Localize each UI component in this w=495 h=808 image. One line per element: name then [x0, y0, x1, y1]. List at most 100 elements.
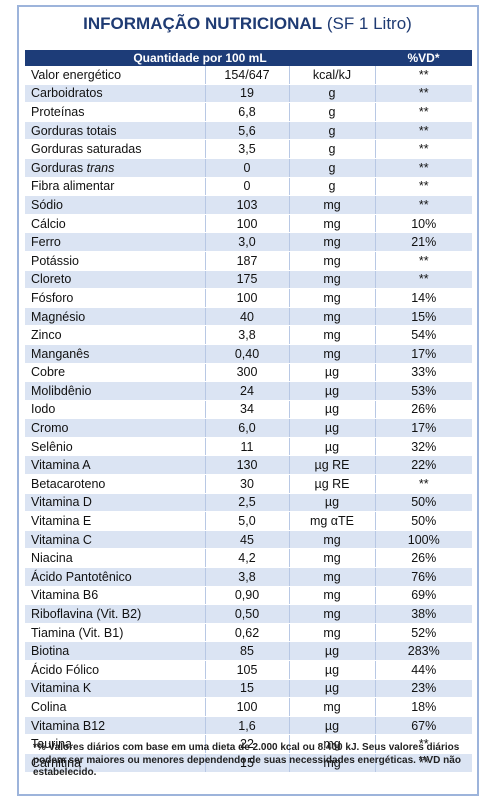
amount: 19: [204, 84, 289, 104]
daily-value: **: [374, 158, 472, 178]
table-row: Zinco 3,8 mg 54%: [25, 325, 472, 345]
unit: mg: [288, 344, 375, 364]
unit: mg: [288, 586, 375, 606]
title: INFORMAÇÃO NUTRICIONAL (SF 1 Litro): [0, 14, 495, 34]
nutrient-name: Biotina: [25, 641, 205, 661]
amount: 85: [204, 641, 289, 661]
unit: µg: [288, 363, 375, 383]
nutrition-table: Quantidade por 100 mL %VD* Valor energét…: [25, 50, 472, 773]
table-row: Taurina 22 mg **: [25, 734, 472, 754]
amount: 4,2: [204, 548, 289, 569]
amount: 30: [204, 474, 289, 494]
nutrient-name: Vitamina K: [25, 679, 205, 699]
table-row: Riboflavina (Vit. B2) 0,50 mg 38%: [25, 604, 472, 624]
amount: 0,40: [204, 344, 289, 364]
table-row: Molibdênio 24 µg 53%: [25, 381, 472, 401]
title-normal: (SF 1 Litro): [326, 14, 412, 33]
unit: mg: [288, 214, 375, 234]
amount: 6,0: [204, 418, 289, 438]
unit: g: [288, 139, 375, 159]
amount: 5,6: [204, 121, 289, 141]
unit: g: [288, 158, 375, 178]
daily-value: 22%: [374, 455, 472, 476]
amount: 0,90: [204, 586, 289, 606]
unit: g: [288, 121, 375, 141]
daily-value: 52%: [374, 623, 472, 643]
table-row: Cálcio 100 mg 10%: [25, 214, 472, 234]
nutrient-name: Colina: [25, 697, 205, 717]
unit: mg: [288, 270, 375, 290]
table-row: Ácido Pantotênico 3,8 mg 76%: [25, 567, 472, 587]
daily-value: **: [374, 734, 472, 754]
daily-value: **: [374, 84, 472, 104]
table-row: Vitamina C 45 mg 100%: [25, 530, 472, 550]
table-row: Vitamina K 15 µg 23%: [25, 679, 472, 699]
nutrient-name: Gorduras totais: [25, 121, 205, 141]
nutrient-name: Zinco: [25, 325, 205, 345]
unit: mg: [288, 623, 375, 643]
unit: µg: [288, 418, 375, 438]
daily-value: 67%: [374, 716, 472, 736]
nutrient-name: Vitamina B12: [25, 716, 205, 736]
nutrient-name: Sódio: [25, 195, 205, 215]
amount: 1,6: [204, 716, 289, 736]
amount: 3,8: [204, 567, 289, 587]
title-bold: INFORMAÇÃO NUTRICIONAL: [83, 14, 323, 33]
daily-value: 76%: [374, 567, 472, 587]
nutrient-name: Vitamina B6: [25, 586, 205, 606]
table-row: Vitamina B12 1,6 µg 67%: [25, 716, 472, 736]
unit: mg: [288, 195, 375, 215]
nutrient-name: Niacina: [25, 548, 205, 569]
unit: mg: [288, 251, 375, 271]
table-row: Cobre 300 µg 33%: [25, 363, 472, 383]
header-vd: %VD*: [375, 50, 472, 66]
amount: 105: [204, 660, 289, 680]
unit: µg RE: [288, 455, 375, 476]
amount: 100: [204, 214, 289, 234]
daily-value: 38%: [374, 604, 472, 624]
table-row: Colina 100 mg 18%: [25, 697, 472, 717]
amount: 3,0: [204, 232, 289, 252]
unit: µg: [288, 493, 375, 513]
unit: mg: [288, 734, 375, 754]
nutrient-name: Riboflavina (Vit. B2): [25, 604, 205, 624]
name-part: trans: [86, 160, 115, 175]
table-row: Cloreto 175 mg **: [25, 270, 472, 290]
nutrient-name: Vitamina C: [25, 530, 205, 550]
table-row: Niacina 4,2 mg 26%: [25, 548, 472, 569]
table-row: Ácido Fólico 105 µg 44%: [25, 660, 472, 680]
table-row: Betacaroteno 30 µg RE **: [25, 474, 472, 494]
unit: µg: [288, 716, 375, 736]
header-quantity: Quantidade por 100 mL: [25, 50, 375, 66]
nutrient-name: Betacaroteno: [25, 474, 205, 494]
unit: µg: [288, 660, 375, 680]
amount: 24: [204, 381, 289, 401]
unit: kcal/kJ: [288, 66, 375, 85]
daily-value: 17%: [374, 344, 472, 364]
unit: mg αTE: [288, 511, 375, 531]
table-row: Fósforo 100 mg 14%: [25, 288, 472, 308]
table-row: Valor energético 154/647 kcal/kJ **: [25, 66, 472, 85]
nutrient-name: Vitamina D: [25, 493, 205, 513]
nutrient-name: Iodo: [25, 400, 205, 420]
nutrient-name: Vitamina A: [25, 455, 205, 476]
table-row: Potássio 187 mg **: [25, 251, 472, 271]
amount: 0: [204, 158, 289, 178]
daily-value: 32%: [374, 437, 472, 457]
table-row: Vitamina D 2,5 µg 50%: [25, 493, 472, 513]
table-row: Gorduras saturadas 3,5 g **: [25, 139, 472, 159]
nutrient-name: Magnésio: [25, 307, 205, 327]
unit: mg: [288, 567, 375, 587]
daily-value: 26%: [374, 400, 472, 420]
amount: 6,8: [204, 102, 289, 122]
table-row: Proteínas 6,8 g **: [25, 102, 472, 122]
daily-value: 54%: [374, 325, 472, 345]
unit: mg: [288, 232, 375, 252]
header-row: Quantidade por 100 mL %VD*: [25, 50, 472, 66]
daily-value: **: [374, 139, 472, 159]
amount: 22: [204, 734, 289, 754]
daily-value: **: [374, 121, 472, 141]
table-row: Vitamina B6 0,90 mg 69%: [25, 586, 472, 606]
table-row: Fibra alimentar 0 g **: [25, 177, 472, 197]
daily-value: 69%: [374, 586, 472, 606]
